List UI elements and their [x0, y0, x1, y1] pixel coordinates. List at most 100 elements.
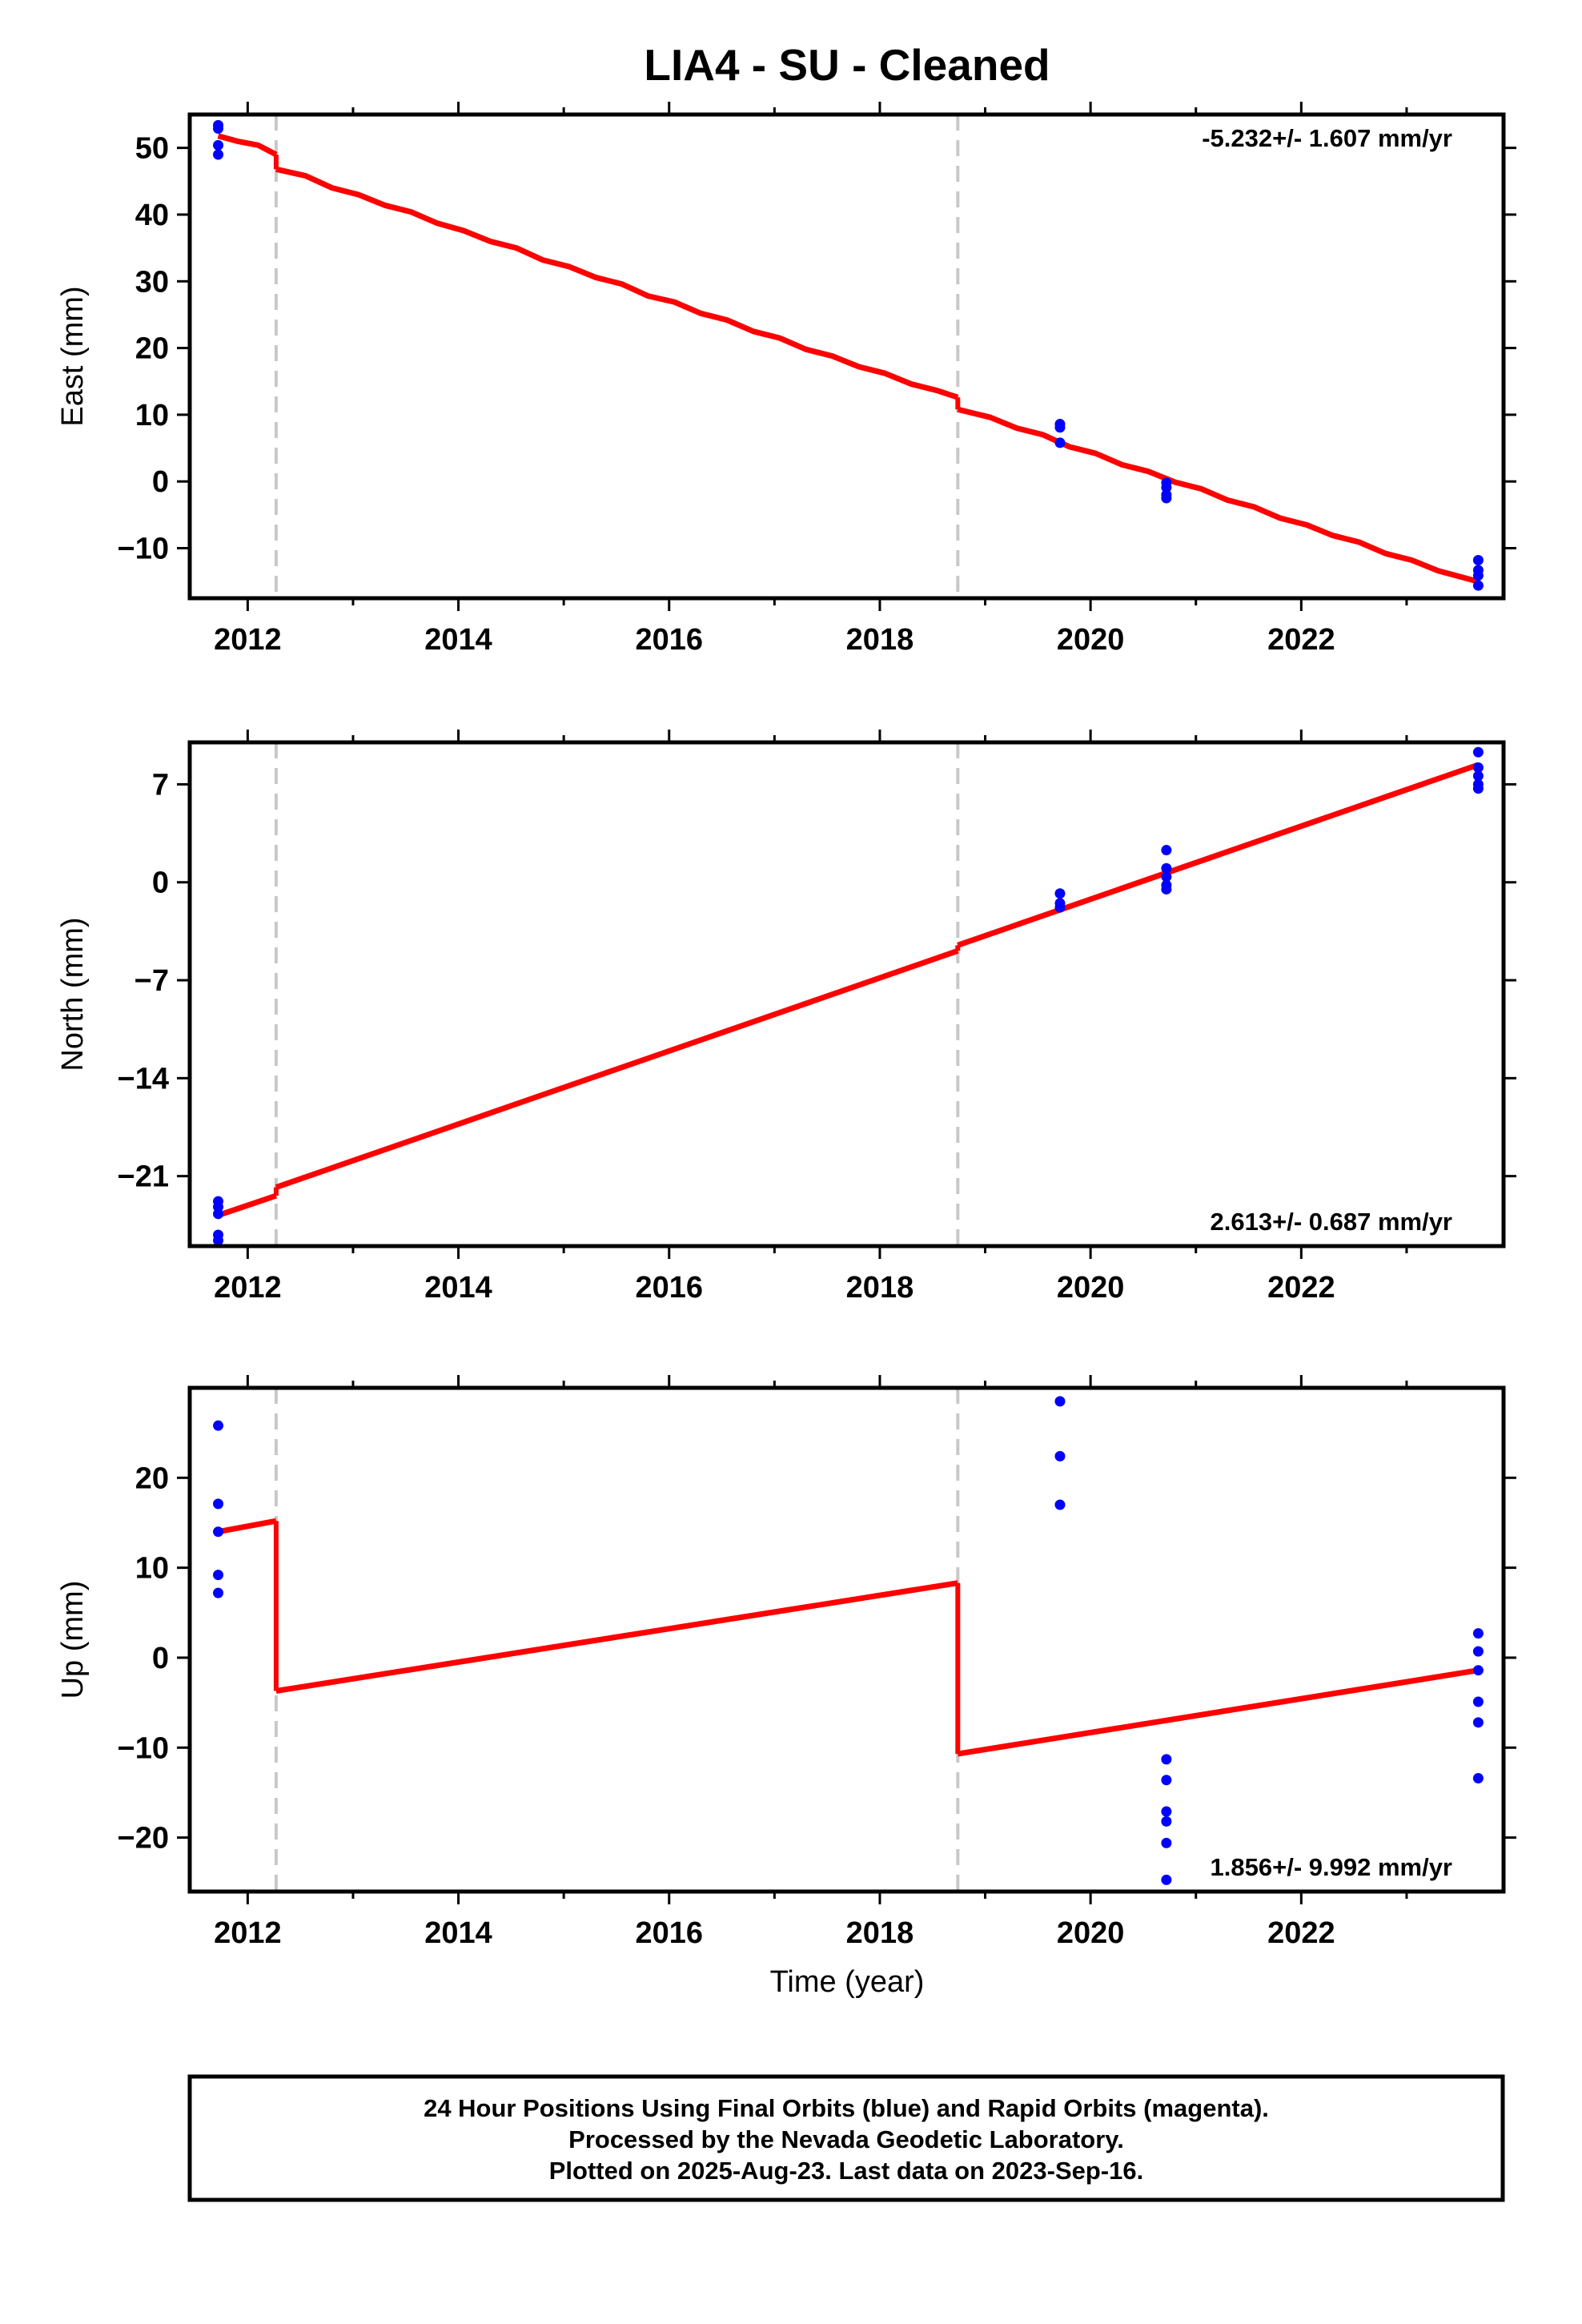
panel-north: 2012 2014 2016 2018 2020 2022 7 0 −7 −14 −21 North …	[56, 730, 1516, 1305]
east-x-tick-label: 2018	[846, 623, 914, 657]
north-x-tick-label: 2020	[1057, 1271, 1125, 1305]
north-data-point	[1472, 762, 1484, 773]
north-data-point	[1161, 845, 1172, 856]
east-model-segment-3	[957, 406, 1480, 585]
north-data-point	[1054, 888, 1066, 899]
north-data-point	[1472, 770, 1484, 782]
east-y-axis-label: East (mm)	[56, 286, 90, 426]
panel-east: 2012 2014 2016 2018 2020 2022 50 40 30 20 10 0 −10 Ea…	[56, 102, 1516, 657]
up-x-tick-label: 2022	[1267, 1916, 1335, 1950]
up-data-point	[1472, 1772, 1484, 1783]
footer-line-2: Processed by the Nevada Geodetic Laborat…	[568, 2125, 1124, 2153]
north-y-tick-label: 0	[152, 866, 169, 900]
north-x-tick-label: 2014	[424, 1271, 492, 1305]
panels: 2012 2014 2016 2018 2020 2022 50 40 30 20 10 0 −10 Ea…	[56, 102, 1516, 1950]
east-x-tick-label: 2020	[1057, 623, 1125, 657]
up-data-point	[1161, 1837, 1172, 1848]
east-model-segment-2	[275, 166, 959, 400]
up-x-tick-label: 2012	[214, 1916, 282, 1950]
east-y-tick-label: −10	[118, 533, 169, 566]
east-x-tick-label: 2022	[1267, 623, 1335, 657]
north-y-tick-label: −21	[118, 1160, 169, 1194]
up-data-point	[1472, 1696, 1484, 1707]
north-y-axis-label: North (mm)	[56, 917, 90, 1071]
north-y-tick-label: 7	[152, 768, 169, 802]
east-y-tick-label: 40	[135, 199, 169, 232]
east-frame	[187, 112, 1506, 601]
up-x-tick-label: 2016	[635, 1916, 703, 1950]
up-data-point	[213, 1570, 224, 1581]
up-frame	[187, 1385, 1506, 1894]
footer-frame	[187, 2074, 1505, 2202]
chart-title: LIA4 - SU - Cleaned	[644, 40, 1050, 90]
east-x-tick-label: 2016	[635, 623, 703, 657]
footer-line-1: 24 Hour Positions Using Final Orbits (bl…	[424, 2094, 1269, 2122]
east-data-point	[1472, 570, 1484, 581]
up-y-tick-label: −10	[118, 1731, 169, 1765]
north-x-tick-label: 2022	[1267, 1271, 1335, 1305]
north-model-segment-3	[957, 762, 1480, 948]
up-y-axis-label: Up (mm)	[56, 1581, 90, 1699]
up-model-segment-3	[957, 1667, 1479, 1757]
x-axis-label: Time (year)	[770, 1965, 925, 1999]
north-data-point	[1161, 883, 1172, 895]
up-y-tick-label: 0	[152, 1642, 169, 1675]
up-data-point	[1161, 1806, 1172, 1817]
up-data-point	[1161, 1754, 1172, 1765]
up-data-point	[1472, 1665, 1484, 1676]
up-model-segment-1	[217, 1518, 277, 1535]
east-data-point	[1161, 493, 1172, 504]
north-x-tick-label: 2016	[635, 1271, 703, 1305]
up-data-point	[213, 1498, 224, 1510]
east-x-tick-label: 2014	[424, 623, 492, 657]
up-y-tick-label: 20	[135, 1462, 169, 1495]
east-data-point	[1054, 437, 1066, 448]
north-data-point	[1161, 862, 1172, 874]
north-y-tick-label: −14	[118, 1062, 169, 1096]
up-y-tick-label: −20	[118, 1822, 169, 1856]
up-data-point	[213, 1420, 224, 1431]
north-data-point	[1054, 902, 1066, 913]
north-model-segment-1	[217, 1192, 278, 1218]
east-model-segment-1	[217, 133, 278, 158]
up-x-tick-label: 2014	[424, 1916, 492, 1950]
east-data-point	[213, 123, 224, 134]
east-data-point	[1054, 422, 1066, 433]
east-data-point	[1161, 482, 1172, 493]
north-data-point	[1472, 783, 1484, 794]
east-data-point	[1472, 555, 1484, 566]
up-data-point	[1054, 1450, 1066, 1462]
north-frame	[187, 740, 1506, 1248]
east-data-point	[213, 139, 224, 151]
north-y-tick-label: −7	[135, 964, 169, 998]
up-data-point	[1472, 1646, 1484, 1657]
east-y-tick-label: 10	[135, 399, 169, 432]
up-data-point	[1161, 1874, 1172, 1885]
up-model-segment-2	[275, 1580, 958, 1694]
up-data-point	[1161, 1775, 1172, 1786]
north-data-point	[213, 1235, 224, 1246]
up-rate-label: 1.856+/- 9.992 mm/yr	[1211, 1853, 1452, 1881]
footer-line-3: Plotted on 2025-Aug-23. Last data on 202…	[549, 2157, 1143, 2185]
up-data-point	[1472, 1717, 1484, 1728]
up-data-point	[1472, 1628, 1484, 1639]
up-x-tick-label: 2018	[846, 1916, 914, 1950]
up-y-tick-label: 10	[135, 1552, 169, 1586]
north-rate-label: 2.613+/- 0.687 mm/yr	[1211, 1208, 1452, 1236]
north-x-tick-label: 2012	[214, 1271, 282, 1305]
east-y-tick-label: 0	[152, 465, 169, 499]
footer-box: 24 Hour Positions Using Final Orbits (bl…	[187, 2074, 1505, 2202]
north-x-tick-label: 2018	[846, 1271, 914, 1305]
up-data-point	[1054, 1499, 1066, 1510]
north-data-point	[213, 1208, 224, 1220]
up-data-point	[1054, 1396, 1066, 1407]
east-y-tick-label: 50	[135, 132, 169, 166]
up-x-tick-label: 2020	[1057, 1916, 1125, 1950]
north-model-segment-2	[275, 947, 959, 1190]
north-data-point	[1161, 871, 1172, 883]
panel-up: 2012 2014 2016 2018 2020 2022 20 10 0 −10 −20 Up (m…	[56, 1375, 1516, 1950]
up-data-point	[213, 1587, 224, 1598]
east-x-tick-label: 2012	[214, 623, 282, 657]
east-data-point	[213, 149, 224, 160]
